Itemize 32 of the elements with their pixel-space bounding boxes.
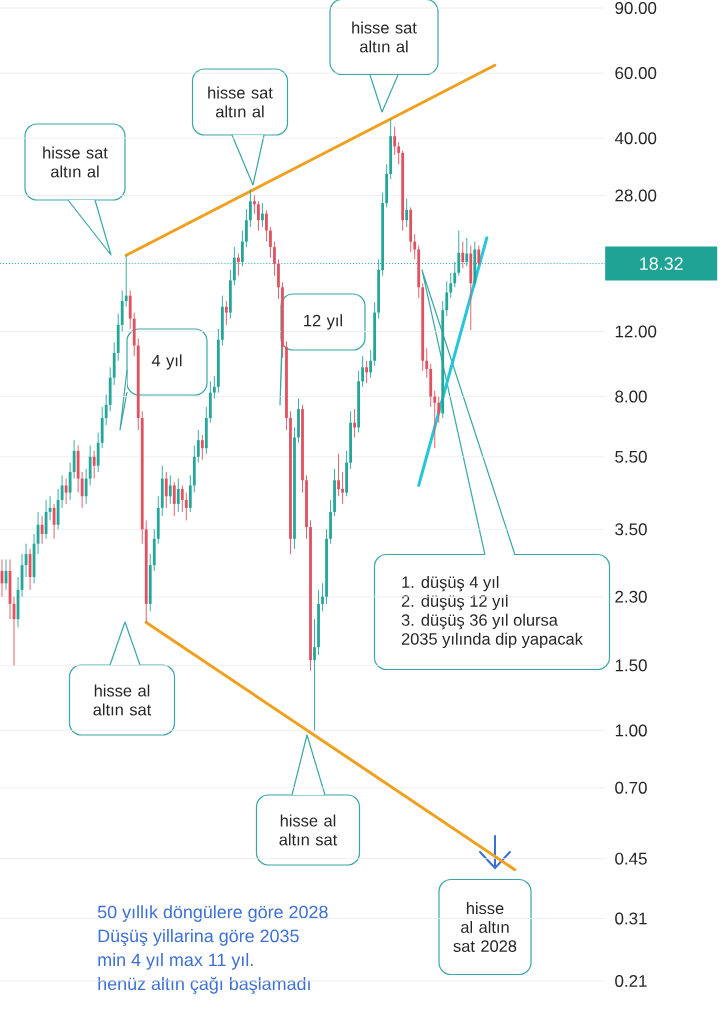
annotation: hisse sat altın al	[208, 86, 273, 118]
annotation: 3. düşüş 36 yıl olursa	[401, 613, 558, 630]
y-tick-label: 60.00	[615, 67, 657, 80]
y-tick-label: 28.00	[615, 189, 657, 202]
y-tick-label: 40.00	[614, 132, 657, 145]
y-tick-label: 2.30	[615, 590, 647, 603]
ref-line-label: 18.32	[640, 257, 683, 270]
y-tick-label: 0.21	[615, 975, 647, 987]
annotation: 2. düşüş 12 yıl	[401, 594, 508, 611]
y-tick-label: 12.00	[615, 325, 657, 338]
y-tick-label: 90.00	[615, 1, 657, 14]
annotation: hisse al altın sat	[93, 684, 152, 716]
y-tick-label: 5.50	[615, 450, 647, 463]
annotation: 50 yıllık döngülere göre 2028	[97, 905, 328, 922]
annotation: min 4 yıl max 11 yıl.	[98, 953, 253, 970]
annotation: 4 yıl	[151, 354, 182, 370]
annotation: hisse al altın sat 2028	[453, 902, 517, 952]
y-tick-label: 8.00	[615, 390, 647, 403]
y-tick-label: 3.50	[615, 523, 647, 536]
y-tick-label: 1.50	[615, 659, 647, 672]
y-tick-label: 0.45	[615, 852, 647, 865]
y-tick-label: 0.70	[615, 781, 647, 794]
annotation: henüz altın çağı başlamadı	[98, 976, 310, 994]
y-tick-label: 0.31	[615, 912, 647, 925]
annotation: hisse sat altın al	[43, 146, 108, 178]
annotation: Düşüş yillarina göre 2035	[98, 929, 299, 946]
annotation: 2035 yılında dip yapacak	[401, 632, 583, 649]
y-tick-label: 1.00	[615, 724, 647, 737]
annotation: hisse sat altın al	[352, 21, 417, 53]
annotation: 1. düşüş 4 yıl	[402, 575, 499, 592]
annotation: hisse al altın sat	[279, 814, 338, 846]
annotation: 12 yıl	[304, 314, 342, 330]
